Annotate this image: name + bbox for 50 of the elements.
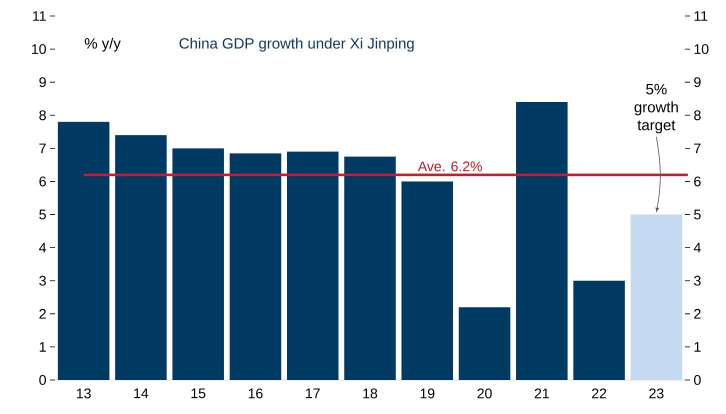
bar <box>58 122 110 380</box>
y-tick-label: 1 <box>40 342 46 352</box>
x-tick-label: 21 <box>534 388 549 398</box>
bar <box>286 152 339 380</box>
annotation: 5% growth target <box>634 84 678 134</box>
y-tick-label: 6 <box>39 176 46 186</box>
bar <box>573 280 625 380</box>
bar <box>402 181 454 380</box>
text: China GDP growth under Xi Jinping <box>180 38 414 52</box>
y-tick-label: 4 <box>39 242 46 252</box>
x-tick-label: 20 <box>477 388 492 398</box>
y2-tick-label: 3 <box>694 276 701 286</box>
bar <box>172 148 224 380</box>
y2-tick-label: 5 <box>694 210 701 220</box>
y2-tick-label: 7 <box>694 144 701 154</box>
y-tick-label: 9 <box>39 77 46 88</box>
bar <box>115 135 167 380</box>
bar <box>630 214 682 380</box>
bar <box>344 156 396 380</box>
y-tick-label: 10 <box>32 44 46 54</box>
ref-line-label: Ave. 6.2% <box>418 161 482 172</box>
y2-tick-label: 0 <box>694 375 701 385</box>
bar <box>516 102 568 380</box>
x-tick-label: 13 <box>76 388 91 398</box>
x-tick-label: 18 <box>363 388 378 398</box>
y-tick-label: 5 <box>39 210 46 220</box>
x-tick-label: 19 <box>420 388 434 398</box>
x-tick-label: 17 <box>306 388 320 398</box>
y-tick-label: 0 <box>39 375 46 385</box>
x-tick-label: 14 <box>134 388 148 398</box>
x-tick-label: 23 <box>649 388 664 398</box>
bar <box>458 307 510 380</box>
x-tick-label: 15 <box>191 388 206 398</box>
y-tick-label: 7 <box>39 144 46 154</box>
x-tick-label: 22 <box>592 388 606 398</box>
y-axis-title: % y/y <box>84 38 121 52</box>
y-tick-label: 2 <box>39 308 46 319</box>
y-tick-label: 3 <box>39 276 46 286</box>
x-tick-label: 16 <box>248 388 263 398</box>
y2-tick-label: 8 <box>694 110 701 120</box>
y2-tick-label: 9 <box>694 77 701 88</box>
y2-tick-label: 2 <box>694 308 701 319</box>
y2-tick-label: 6 <box>694 176 701 186</box>
y-tick-label: 11 <box>33 11 46 21</box>
y2-tick-label: 11 <box>694 11 708 21</box>
y2-tick-label: 1 <box>694 342 701 352</box>
y-tick-label: 8 <box>39 110 46 120</box>
y2-tick-label: 10 <box>694 44 708 54</box>
bar <box>230 153 282 380</box>
y2-tick-label: 4 <box>694 242 701 252</box>
